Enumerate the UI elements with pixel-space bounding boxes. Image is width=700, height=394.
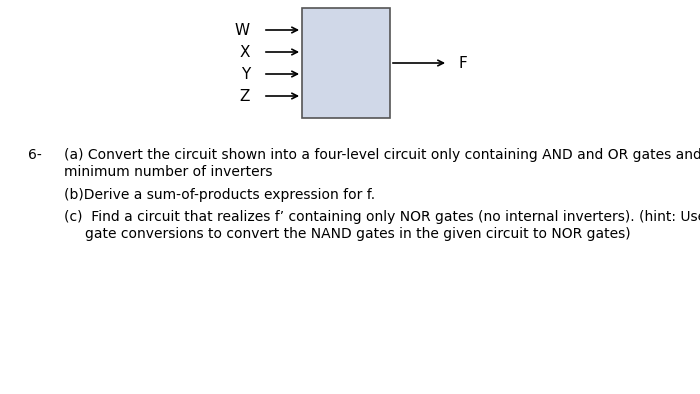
Bar [302, 8, 390, 118]
Text: W: W [235, 22, 250, 37]
Text: Z: Z [239, 89, 250, 104]
Text: (c)  Find a circuit that realizes f’ containing only NOR gates (no internal inve: (c) Find a circuit that realizes f’ cont… [64, 210, 700, 224]
Text: 6-: 6- [28, 148, 42, 162]
Text: Y: Y [241, 67, 250, 82]
Text: F: F [458, 56, 467, 71]
Text: (b)Derive a sum-of-products expression for f.: (b)Derive a sum-of-products expression f… [64, 188, 375, 202]
Text: X: X [239, 45, 250, 59]
Text: gate conversions to convert the NAND gates in the given circuit to NOR gates): gate conversions to convert the NAND gat… [85, 227, 631, 241]
Text: (a) Convert the circuit shown into a four-level circuit only containing AND and : (a) Convert the circuit shown into a fou… [64, 148, 700, 162]
Text: minimum number of inverters: minimum number of inverters [64, 165, 272, 179]
